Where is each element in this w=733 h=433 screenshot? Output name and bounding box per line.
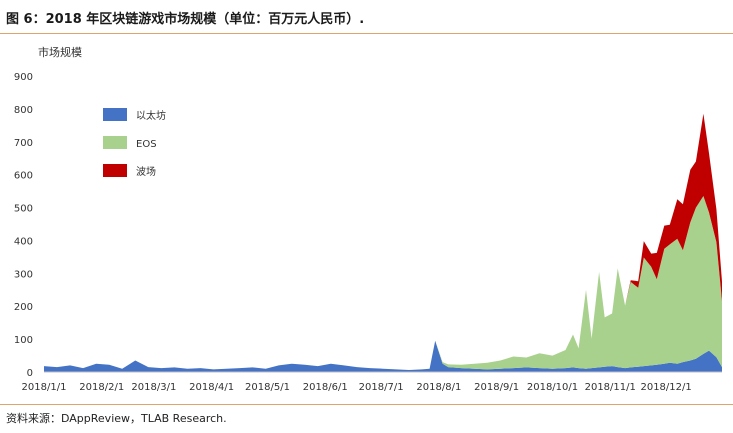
x-tick-label: 2018/9/1 <box>474 382 519 393</box>
y-tick-label: 900 <box>14 72 33 83</box>
x-tick-label: 2018/1/1 <box>22 382 67 393</box>
y-tick-label: 600 <box>14 171 33 182</box>
legend-label: 波场 <box>136 165 156 178</box>
chart-title: 图 6：2018 年区块链游戏市场规模（单位：百万元人民币）. <box>6 12 365 27</box>
y-axis-label: 市场规模 <box>38 46 82 59</box>
legend-swatch <box>103 136 127 149</box>
y-tick-label: 800 <box>14 105 33 116</box>
series-area-EOS <box>44 196 722 370</box>
x-tick-label: 2018/7/1 <box>359 382 404 393</box>
chart-area: 0 100 200 300 400 500 600 700 800 900 2018/1/1 2018… <box>14 72 722 393</box>
y-tick-label: 400 <box>14 236 33 247</box>
legend-label: 以太坊 <box>136 109 166 122</box>
x-tick-label: 2018/11/1 <box>585 382 636 393</box>
x-tick-label: 2018/5/1 <box>245 382 290 393</box>
y-tick-label: 100 <box>14 335 33 346</box>
x-tick-label: 2018/3/1 <box>131 382 176 393</box>
series-area-以太坊 <box>44 340 722 372</box>
x-tick-label: 2018/4/1 <box>189 382 234 393</box>
legend-label: EOS <box>136 139 157 150</box>
legend-swatch <box>103 164 127 177</box>
x-tick-label: 2018/8/1 <box>416 382 461 393</box>
y-tick-label: 300 <box>14 269 33 280</box>
y-tick-label: 700 <box>14 138 33 149</box>
x-tick-label: 2018/12/1 <box>640 382 691 393</box>
top-divider <box>0 33 733 34</box>
bottom-divider <box>0 404 733 405</box>
x-tick-label: 2018/6/1 <box>303 382 348 393</box>
y-tick-label: 0 <box>27 368 33 379</box>
x-tick-label: 2018/10/1 <box>527 382 578 393</box>
x-tick-label: 2018/2/1 <box>79 382 124 393</box>
y-tick-label: 200 <box>14 302 33 313</box>
source-note: 资料来源：DAppReview，TLAB Research. <box>6 412 227 425</box>
legend-swatch <box>103 108 127 121</box>
y-tick-label: 500 <box>14 204 33 215</box>
